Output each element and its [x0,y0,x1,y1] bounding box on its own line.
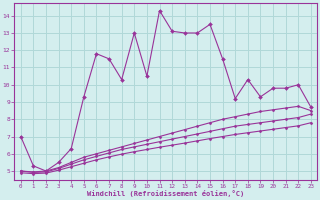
X-axis label: Windchill (Refroidissement éolien,°C): Windchill (Refroidissement éolien,°C) [87,190,244,197]
